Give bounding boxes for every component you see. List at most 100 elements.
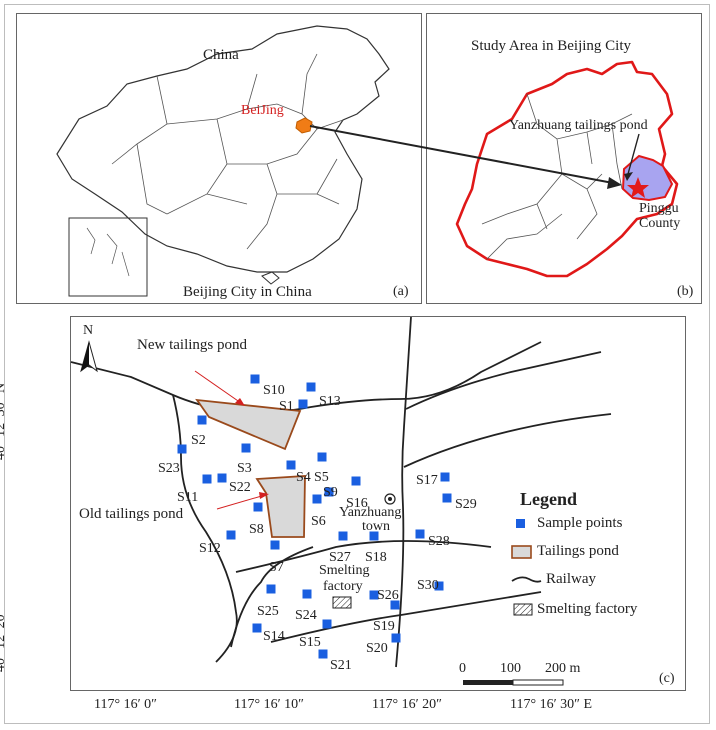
legend-railway-icon (511, 576, 542, 583)
lon-label-3: 117° 16′ 30″ E (510, 697, 593, 712)
sample-label-s7: S7 (269, 560, 284, 575)
lat-label-south: 40° 12′ 20″ (0, 608, 8, 673)
hainan-island (261, 271, 280, 285)
legend-railway-label: Railway (546, 571, 596, 587)
sample-point-s30 (434, 581, 444, 591)
sample-label-s10: S10 (263, 383, 285, 398)
sample-point-s16 (351, 476, 361, 486)
sample-point-s12 (226, 530, 236, 540)
inset-box (68, 217, 148, 297)
sample-label-s26: S26 (377, 588, 399, 603)
site-map-svg: S1 S2 S3 S4 S5 S6 S7 S8 S9 S10 S11 S12 S13 S14 S15 S16 S… (70, 316, 612, 686)
panel-c-tag: (c) (659, 671, 675, 686)
sample-point-s19 (390, 600, 400, 610)
sample-label-s12: S12 (199, 541, 221, 556)
sample-point-s9 (324, 487, 334, 497)
scale-bar (463, 679, 564, 686)
sample-label-s18: S18 (365, 550, 387, 565)
panel-a-title: China (203, 47, 239, 63)
sample-point-s17 (440, 472, 450, 482)
lon-label-0: 117° 16′ 0″ (94, 697, 157, 712)
sample-label-s4: S4 (296, 470, 311, 485)
sample-label-s13: S13 (319, 394, 341, 409)
legend-pond-label: Tailings pond (537, 543, 619, 559)
sample-point-s27 (338, 531, 348, 541)
old-tailings-pond (255, 475, 306, 538)
legend-factory-label: Smelting factory (537, 601, 638, 617)
legend-sample-label: Sample points (537, 515, 623, 531)
beijing-map-svg (455, 60, 679, 278)
factory-label-1: Smelting (319, 563, 370, 578)
sample-label-s23: S23 (158, 461, 180, 476)
figure-frame (4, 4, 710, 724)
scale-zero: 0 (459, 661, 466, 676)
sample-point-s29 (442, 493, 452, 503)
sample-label-s8: S8 (249, 522, 264, 537)
sample-point-s23 (177, 444, 187, 454)
sample-point-s3 (241, 443, 251, 453)
sample-label-s30: S30 (417, 578, 439, 593)
sample-point-s7 (270, 540, 280, 550)
sample-label-s29: S29 (455, 497, 477, 512)
lon-label-2: 117° 16′ 20″ (372, 697, 442, 712)
study-area-star (627, 177, 649, 198)
new-pond-label: New tailings pond (137, 337, 247, 353)
sample-point-s18 (369, 531, 379, 541)
sample-label-s17: S17 (416, 473, 438, 488)
panel-a-caption: Beijing City in China (183, 284, 312, 300)
sample-points-layer: S1 S2 S3 S4 S5 S6 S7 S8 S9 S10 S11 S12 S13 S14 S15 S16 S… (158, 374, 477, 673)
pond-pointer-arrow (627, 133, 640, 175)
panel-c-site-map: S1 S2 S3 S4 S5 S6 S7 S8 S9 S10 S11 S12 S13 S14 S15 S16 S… (70, 316, 686, 691)
sample-label-s6: S6 (311, 514, 326, 529)
panel-a-china-map: China BeiJing Beijing City in China (a) (16, 13, 422, 304)
sample-label-s25: S25 (257, 604, 279, 619)
sample-label-s9: S9 (323, 485, 338, 500)
new-tailings-pond (195, 398, 302, 451)
old-pond-pointer (216, 494, 266, 510)
smelting-factory-icon (332, 596, 352, 609)
sample-point-s13 (306, 382, 316, 392)
legend-title: Legend (520, 489, 578, 509)
legend-pond-icon (511, 545, 532, 559)
sample-point-s25 (266, 584, 276, 594)
sample-point-s6 (312, 494, 322, 504)
sample-label-s27: S27 (329, 550, 351, 565)
pinggu-county (621, 154, 674, 202)
north-label: N (83, 323, 94, 338)
panel-a-tag: (a) (393, 284, 409, 299)
sample-label-s3: S3 (237, 461, 252, 476)
scale-mid: 100 (500, 661, 521, 676)
sample-point-s14 (252, 623, 262, 633)
sample-point-s21 (318, 649, 328, 659)
beijing-marker (295, 117, 313, 134)
legend-factory-icon (513, 603, 533, 616)
sample-point-s24 (302, 589, 312, 599)
china-outline (56, 25, 390, 273)
sample-label-s19: S19 (373, 619, 395, 634)
sample-point-s1 (298, 399, 308, 409)
sample-label-s14: S14 (263, 629, 285, 644)
town-symbol-icon (384, 493, 396, 505)
factory-label-2: factory (323, 579, 363, 594)
sample-point-s10 (250, 374, 260, 384)
sample-point-s22 (217, 473, 227, 483)
sample-point-s20 (391, 633, 401, 643)
sample-point-s4 (286, 460, 296, 470)
sample-label-s16: S16 (346, 496, 368, 511)
panel-b-title: Study Area in Beijing City (471, 38, 631, 54)
town-label-1: Yanzhuang (339, 505, 402, 520)
sample-point-s2 (197, 415, 207, 425)
sample-point-s26 (369, 590, 379, 600)
pond-location-label: Yanzhuang tailings pond (509, 118, 648, 133)
sample-label-s11: S11 (177, 490, 198, 505)
sample-point-s28 (415, 529, 425, 539)
sample-label-s5: S5 (314, 470, 329, 485)
legend-sample-icon (516, 519, 525, 528)
sample-point-s15 (322, 619, 332, 629)
lon-label-1: 117° 16′ 10″ (234, 697, 304, 712)
sample-label-s28: S28 (428, 534, 450, 549)
sample-label-s20: S20 (366, 641, 388, 656)
lat-label-north: 40° 12′ 30″ N (0, 383, 8, 460)
sample-label-s1: S1 (279, 399, 294, 414)
town-label-2: town (362, 519, 390, 534)
